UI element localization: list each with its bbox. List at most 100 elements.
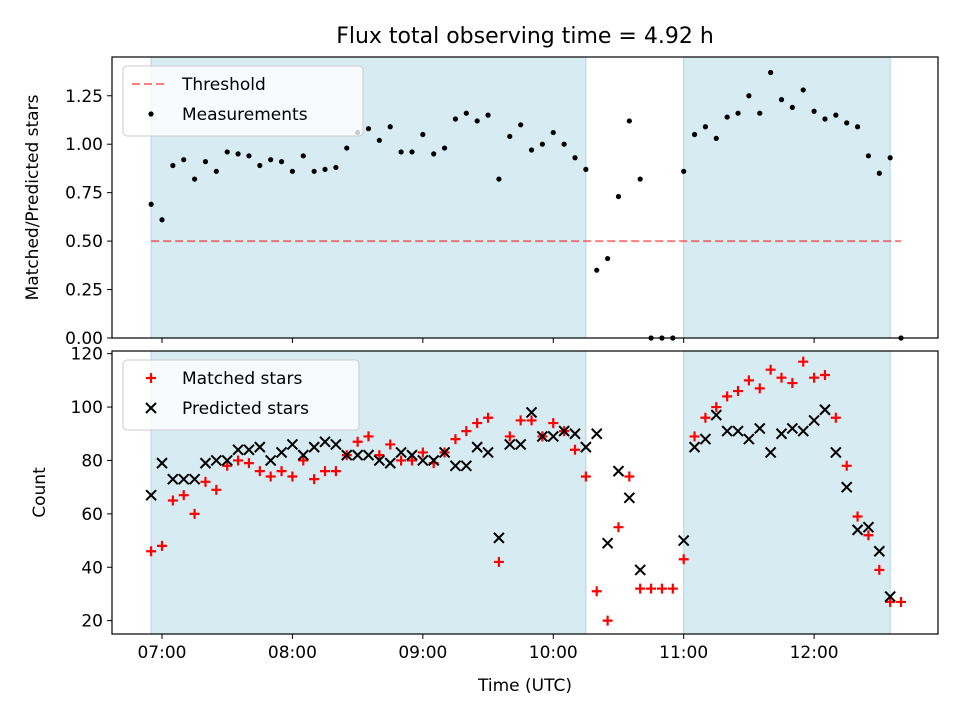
measurement-point	[854, 124, 861, 130]
measurement-point	[365, 126, 372, 132]
matched-star-point	[754, 383, 765, 394]
matched-star-point	[298, 455, 309, 466]
legend-box	[122, 359, 360, 431]
matched-star-point	[330, 466, 341, 477]
matched-star-point	[515, 415, 526, 426]
y-axis-label: Count	[30, 467, 50, 518]
y-tick-label: 20	[81, 612, 103, 632]
measurement-point	[550, 129, 556, 136]
measurement-point	[724, 114, 730, 120]
matched-star-point	[809, 372, 820, 383]
matched-star-point	[874, 564, 885, 575]
predicted-star-point	[677, 534, 690, 547]
matched-star-point	[798, 356, 809, 367]
measurement-point	[833, 112, 839, 118]
matched-star-point	[211, 484, 222, 495]
matched-star-point	[461, 426, 472, 437]
predicted-star-point	[308, 441, 320, 453]
matched-star-point	[700, 412, 711, 423]
shaded-interval	[683, 56, 891, 339]
y-tick-label: 1.25	[65, 87, 103, 107]
matched-star-point	[787, 378, 798, 389]
predicted-star-point	[754, 422, 766, 435]
predicted-star-point	[482, 446, 494, 459]
matched-star-point	[385, 439, 396, 450]
measurement-point	[605, 255, 611, 262]
y-tick-label: 60	[81, 505, 103, 525]
legend-entry-label: Measurements	[182, 105, 308, 125]
predicted-star-point	[264, 454, 277, 467]
predicted-star-point	[319, 436, 331, 448]
measurement-point	[594, 267, 600, 273]
axes-frame	[111, 350, 939, 635]
matched-star-point	[472, 418, 483, 429]
measurement-point	[246, 153, 252, 159]
measurement-point	[278, 159, 285, 165]
measurement-point	[865, 153, 872, 159]
predicted-star-point	[862, 521, 875, 533]
predicted-star-point	[873, 545, 886, 557]
measurement-point	[398, 149, 404, 155]
matched-star-point	[146, 546, 157, 557]
predicted-star-point	[721, 425, 733, 437]
x-tick-label: 07:00	[137, 643, 186, 663]
measurement-point	[811, 108, 817, 114]
matched-star-point	[776, 372, 787, 383]
predicted-star-point	[819, 404, 831, 416]
matched-star-point	[233, 455, 244, 466]
predicted-star-point	[286, 438, 299, 451]
matched-star-point	[765, 364, 776, 375]
matched-star-point	[200, 476, 211, 487]
legend-marker-swatch	[148, 111, 154, 117]
measurement-point	[420, 131, 426, 138]
predicted-star-point	[514, 438, 527, 451]
predicted-star-point	[373, 454, 386, 467]
matched-star-point	[374, 450, 385, 461]
matched-star-point	[885, 596, 896, 607]
predicted-star-point	[427, 454, 440, 467]
y-tick-label: 0.00	[65, 329, 103, 349]
predicted-star-point	[884, 590, 896, 603]
y-tick-label: 0.75	[65, 184, 103, 204]
measurement-point	[702, 124, 709, 130]
predicted-star-point	[156, 457, 168, 469]
predicted-star-point	[547, 430, 559, 443]
y-tick-label: 120	[71, 345, 103, 365]
measurement-point	[822, 116, 828, 122]
matched-star-point	[635, 583, 646, 594]
measurement-point	[485, 112, 491, 118]
matched-star-point	[602, 615, 613, 626]
predicted-star-point	[210, 454, 223, 467]
predicted-star-point	[145, 489, 157, 501]
matched-star-point	[569, 444, 580, 455]
measurement-point	[463, 110, 469, 116]
measurement-point	[192, 176, 198, 182]
measurement-point	[441, 145, 448, 151]
measurement-point	[409, 149, 415, 155]
matched-star-point	[678, 554, 689, 565]
matched-star-point	[450, 434, 461, 445]
count-plot: 20 40 60 80 100 120 07:00 08:00 09:00 10:00 11:00 1…	[30, 345, 939, 663]
measurement-point	[474, 118, 480, 124]
y-tick-label: 1.00	[65, 135, 103, 155]
matched-star-point	[580, 471, 591, 482]
measurement-point	[681, 168, 687, 174]
measurement-point	[583, 166, 589, 172]
predicted-star-point	[438, 446, 451, 459]
matched-star-point	[483, 412, 494, 423]
measurement-point	[333, 164, 339, 171]
y-tick-label: 0.50	[65, 232, 103, 252]
measurement-point	[626, 118, 632, 124]
predicted-star-point	[167, 473, 179, 485]
measurement-point	[344, 145, 350, 151]
predicted-star-point	[460, 460, 473, 472]
matched-star-point	[656, 583, 667, 594]
measurement-point	[387, 124, 393, 130]
predicted-star-point	[536, 430, 549, 443]
matched-star-point	[254, 466, 265, 477]
measurement-point	[181, 157, 187, 163]
measurement-point	[691, 131, 698, 138]
matched-star-point	[178, 490, 189, 501]
legend-marker-swatch	[145, 402, 157, 414]
matched-star-point	[613, 522, 624, 533]
